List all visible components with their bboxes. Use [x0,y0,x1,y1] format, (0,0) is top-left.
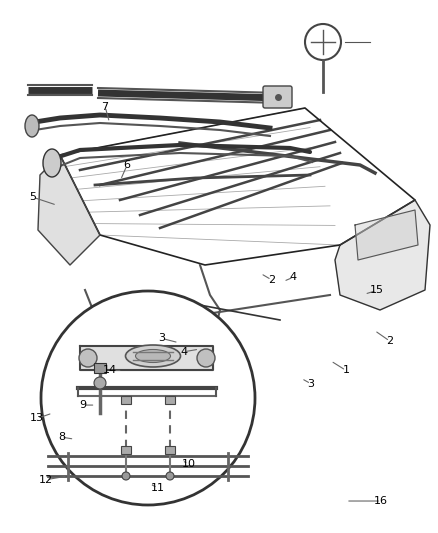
Circle shape [94,377,106,389]
Text: 5: 5 [29,192,36,202]
Ellipse shape [43,149,61,177]
Circle shape [41,291,255,505]
Text: 2: 2 [386,336,393,346]
Text: 9: 9 [80,400,87,410]
Text: 11: 11 [151,483,165,492]
Ellipse shape [135,350,170,362]
Text: 13: 13 [30,414,44,423]
Polygon shape [355,210,418,260]
Polygon shape [335,200,430,310]
FancyBboxPatch shape [263,86,292,108]
Text: 14: 14 [102,366,117,375]
FancyBboxPatch shape [121,446,131,454]
Text: 4: 4 [180,347,187,357]
Text: 15: 15 [370,286,384,295]
FancyBboxPatch shape [165,396,175,404]
Circle shape [166,472,174,480]
Ellipse shape [25,115,39,137]
Circle shape [79,349,97,367]
Text: 12: 12 [39,475,53,484]
Text: 8: 8 [58,432,65,442]
Ellipse shape [126,345,180,367]
Text: 16: 16 [374,496,388,506]
Text: 7: 7 [102,102,109,111]
Text: 3: 3 [159,334,166,343]
Text: 3: 3 [307,379,314,389]
FancyBboxPatch shape [165,446,175,454]
FancyBboxPatch shape [121,396,131,404]
Text: 4: 4 [290,272,297,282]
Text: 2: 2 [268,275,275,285]
Circle shape [122,472,130,480]
Circle shape [197,349,215,367]
Text: 6: 6 [124,160,131,170]
Text: 10: 10 [181,459,195,469]
Text: 1: 1 [343,366,350,375]
Polygon shape [38,155,100,265]
Polygon shape [80,346,213,370]
FancyBboxPatch shape [94,363,106,373]
